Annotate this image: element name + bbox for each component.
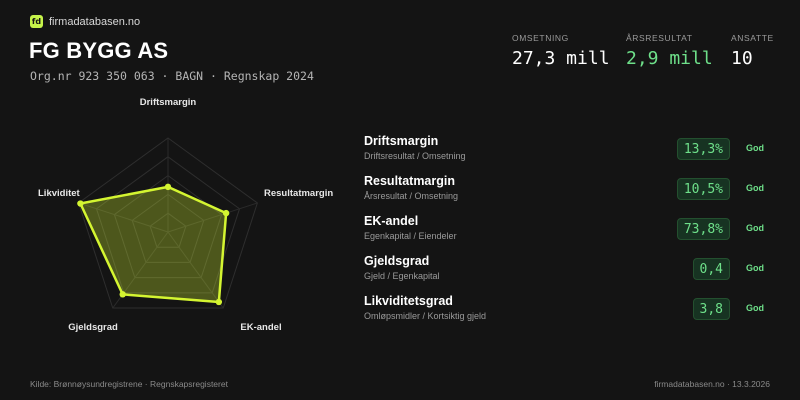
radar-chart: Driftsmargin Resultatmargin EK-andel Gjelds… (38, 97, 333, 333)
footer-site[interactable]: firmadatabasen.no · 13.3.2026 (654, 379, 770, 389)
metric-rating: God (746, 143, 764, 153)
metric-value-badge: 3,8 (692, 298, 730, 320)
metric-name: Driftsmargin (364, 134, 439, 148)
brand-name: firmadatabasen.no (49, 15, 141, 28)
radar-grid-ring (131, 193, 205, 263)
radar-grid-ring (78, 137, 258, 309)
radar-grid-ring (95, 156, 241, 294)
radar-axis (167, 231, 224, 309)
stat-ansatte: ANSATTE 10 (731, 33, 774, 69)
brand-logo-icon: fd (30, 15, 43, 28)
radar-axis-label: Likviditet (38, 188, 81, 199)
company-name: FG BYGG AS (29, 38, 169, 63)
metric-rating: God (746, 223, 764, 233)
footer-source: Kilde: Brønnøysundregistrene · Regnskaps… (30, 379, 228, 389)
stat-value: 27,3 mill (512, 48, 610, 69)
metric-row: Likviditetsgrad Omløpsmidler / Kortsiktig… (364, 294, 764, 334)
brand[interactable]: fd firmadatabasen.no (30, 15, 140, 28)
radar-axis-label: EK-andel (240, 322, 281, 333)
metric-name: EK-andel (364, 214, 419, 228)
radar-grid-ring (149, 212, 187, 248)
metric-formula: Egenkapital / Eiendeler (364, 231, 457, 241)
stat-value: 10 (731, 48, 753, 69)
metric-rating: God (746, 183, 764, 193)
radar-axis-label: Gjeldsgrad (68, 322, 118, 333)
metric-formula: Gjeld / Egenkapital (364, 271, 440, 281)
metric-name: Resultatmargin (364, 174, 455, 188)
radar-point (119, 291, 126, 298)
radar-axis-label: Driftsmargin (140, 97, 197, 108)
metric-formula: Årsresultat / Omsetning (364, 191, 459, 201)
stat-label: OMSETNING (512, 33, 569, 43)
radar-point (215, 298, 223, 306)
radar-series (79, 185, 228, 304)
metric-formula: Driftsresultat / Omsetning (364, 151, 466, 161)
metric-formula: Omløpsmidler / Kortsiktig gjeld (364, 311, 487, 321)
radar-point (77, 200, 84, 207)
metric-value-badge: 0,4 (692, 258, 730, 280)
metric-name: Gjeldsgrad (364, 254, 430, 268)
metric-row: Driftsmargin Driftsresultat / Omsetning 13… (364, 134, 764, 174)
metric-value-badge: 73,8% (676, 218, 730, 240)
metric-row: Resultatmargin Årsresultat / Omsetning 10,… (364, 174, 764, 214)
stat-value: 2,9 mill (626, 48, 713, 69)
stat-label: ÅRSRESULTAT (626, 33, 693, 43)
metric-row: Gjeldsgrad Gjeld / Egenkapital 0,4 God (364, 254, 764, 294)
stat-omsetning: OMSETNING 27,3 mill (512, 33, 610, 69)
stat-arsresultat: ÅRSRESULTAT 2,9 mill (626, 33, 713, 69)
metric-rating: God (746, 263, 764, 273)
stat-label: ANSATTE (731, 33, 774, 43)
radar-axis (78, 202, 169, 233)
metric-value-badge: 13,3% (676, 138, 730, 160)
metric-rating: God (746, 303, 764, 313)
metric-value-badge: 10,5% (676, 178, 730, 200)
metric-row: EK-andel Egenkapital / Eiendeler 73,8% God (364, 214, 764, 254)
radar-axis (167, 202, 258, 233)
radar-axis-label: Resultatmargin (264, 188, 333, 199)
radar-point (222, 209, 230, 217)
company-subline: Org.nr 923 350 063 · BAGN · Regnskap 202… (30, 69, 314, 83)
metrics-list: Driftsmargin Driftsresultat / Omsetning 13… (364, 134, 764, 334)
radar-point (164, 183, 172, 191)
metric-name: Likviditetsgrad (364, 294, 453, 308)
